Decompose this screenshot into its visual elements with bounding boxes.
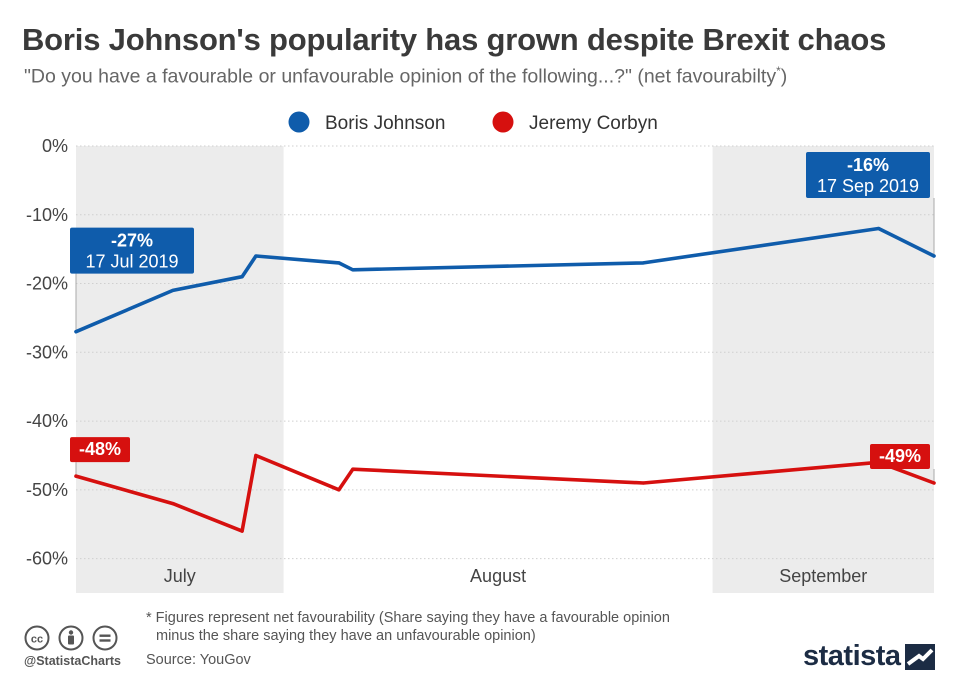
month-label-july: July: [164, 566, 196, 586]
brand-name: statista: [803, 640, 901, 672]
legend-marker-boris-johnson: [288, 111, 310, 133]
data-point: [932, 254, 936, 258]
statista-logo-icon: [904, 643, 935, 670]
annotation-value: -16%: [847, 155, 889, 175]
statista-logo: statista: [803, 640, 935, 673]
no-derivatives-icon: [92, 625, 118, 651]
source-note: Source: YouGov: [146, 652, 251, 668]
data-point: [641, 261, 645, 265]
attribution-icon: [58, 625, 84, 651]
license-icons: cc: [24, 625, 118, 651]
data-point: [254, 453, 258, 458]
data-point: [932, 481, 936, 485]
data-point: [351, 268, 355, 272]
annotation-value: -49%: [879, 446, 921, 466]
footnote-line-1: * Figures represent net favourability (S…: [146, 610, 670, 626]
annotation-value: -27%: [111, 231, 153, 251]
data-point: [337, 261, 341, 265]
annotation-value: -48%: [79, 439, 121, 459]
line-chart: 0% -10% -20% -30% -40% -50% -60% -27%17 Jul 20…: [26, 111, 936, 593]
y-tick-label: -40%: [26, 411, 68, 431]
data-point: [74, 330, 78, 334]
data-point: [351, 467, 355, 471]
month-band-september: [712, 146, 934, 593]
data-point: [337, 488, 341, 492]
y-tick-label: -50%: [26, 480, 68, 500]
month-label-september: September: [779, 566, 867, 586]
annotation-box: [70, 437, 130, 463]
annotations: -27%17 Jul 2019 -16%17 Sep 2019 -48% -49%: [70, 152, 930, 469]
gridlines: [76, 145, 934, 560]
data-point: [254, 254, 258, 258]
month-band-july: [76, 146, 284, 593]
y-tick-label: -30%: [26, 342, 68, 362]
subtitle-footnote-mark: *: [776, 64, 781, 78]
month-label-august: August: [470, 566, 526, 586]
annotation-box: [70, 227, 194, 274]
annotation-box: [870, 443, 930, 469]
y-tick-label: -20%: [26, 274, 68, 294]
footnote-line-2: minus the share saying they have an unfa…: [156, 628, 536, 644]
month-bands: [76, 146, 934, 593]
y-axis: 0% -10% -20% -30% -40% -50% -60%: [26, 136, 68, 569]
subtitle-text: "Do you have a favourable or unfavourabl…: [24, 65, 777, 88]
cc-icon: cc: [24, 625, 50, 651]
statista-handle: @StatistaCharts: [24, 654, 121, 668]
data-point: [240, 275, 244, 279]
subtitle-close: ): [780, 65, 788, 88]
legend-marker-jeremy-corbyn: [492, 111, 514, 133]
series-lines: [74, 226, 936, 533]
annotation-date: 17 Sep 2019: [817, 176, 919, 196]
data-point: [641, 481, 645, 485]
y-tick-label: 0%: [42, 136, 68, 156]
data-point: [171, 288, 175, 293]
chart-subtitle: "Do you have a favourable or unfavourabl…: [24, 64, 787, 89]
data-point: [240, 529, 244, 533]
footnote: * Figures represent net favourability (S…: [146, 609, 786, 645]
legend: Boris Johnson Jeremy Corbyn: [288, 111, 658, 134]
data-point: [74, 474, 78, 478]
annotation-leaders: [75, 198, 935, 483]
annotation-box: [806, 152, 930, 199]
svg-text:cc: cc: [31, 634, 43, 646]
y-tick-label: -60%: [26, 549, 68, 569]
legend-label-boris-johnson: Boris Johnson: [325, 113, 445, 134]
legend-label-jeremy-corbyn: Jeremy Corbyn: [529, 113, 658, 134]
data-point: [171, 502, 175, 506]
chart-title: Boris Johnson's popularity has grown des…: [22, 22, 887, 57]
y-tick-label: -10%: [26, 205, 68, 225]
annotation-date: 17 Jul 2019: [85, 252, 178, 272]
data-point: [877, 226, 881, 231]
month-labels: July August September: [164, 566, 868, 586]
